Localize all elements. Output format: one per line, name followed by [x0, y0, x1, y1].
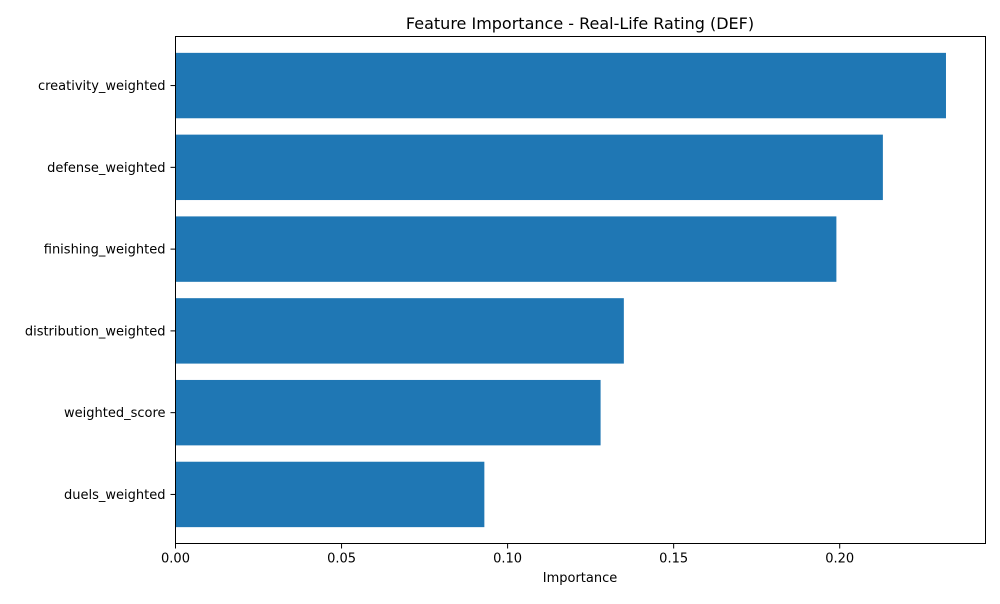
axes-layer — [175, 36, 986, 544]
bar-weighted-score — [175, 379, 601, 446]
y-tick-label: defense_weighted — [47, 161, 165, 176]
y-tick-label: weighted_score — [64, 406, 166, 421]
x-tick-label: 0.10 — [493, 552, 522, 567]
x-tick-label: 0.15 — [659, 552, 688, 567]
bar-duels-weighted — [175, 461, 485, 528]
y-tick-label: duels_weighted — [64, 488, 165, 503]
bar-creativity-weighted — [175, 52, 946, 119]
plot-frame — [175, 36, 986, 544]
bar-finishing-weighted — [175, 216, 837, 282]
x-axis-label: Importance — [543, 571, 618, 586]
chart-title: Feature Importance - Real-Life Rating (D… — [406, 14, 754, 33]
x-tick-label: 0.00 — [161, 552, 190, 567]
x-axis-ticks: 0.00 0.05 0.10 0.15 0.20 — [161, 543, 854, 567]
x-tick-label: 0.05 — [327, 552, 356, 567]
bars-layer — [175, 52, 946, 528]
bar-defense-weighted — [175, 134, 883, 201]
y-tick-label: creativity_weighted — [38, 79, 166, 94]
y-tick-label: finishing_weighted — [44, 243, 166, 258]
x-tick-label: 0.20 — [825, 552, 854, 567]
y-tick-label: distribution_weighted — [25, 324, 166, 339]
y-axis-ticks: creativity_weighted defense_weightedfinis… — [25, 79, 176, 503]
bar-distribution-weighted — [175, 298, 624, 364]
